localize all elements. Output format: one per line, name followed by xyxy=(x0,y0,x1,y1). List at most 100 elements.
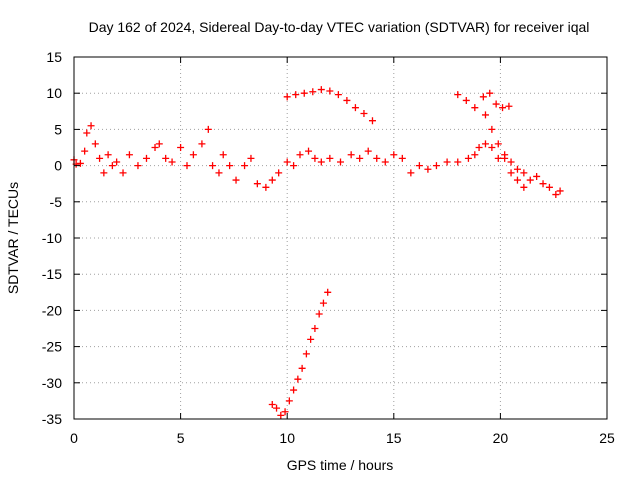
y-tick-label: -5 xyxy=(50,194,63,210)
y-tick-label: 15 xyxy=(46,49,62,65)
x-tick-label: 25 xyxy=(599,430,615,446)
grid xyxy=(74,57,607,419)
data-point xyxy=(520,183,528,191)
y-tick-label: -10 xyxy=(42,230,62,246)
data-point xyxy=(539,180,547,188)
data-point xyxy=(533,172,541,180)
data-point xyxy=(262,183,270,191)
data-point xyxy=(100,169,108,177)
data-point xyxy=(305,147,313,155)
data-point xyxy=(507,169,515,177)
y-axis-label: SDTVAR / TECUs xyxy=(5,182,21,294)
data-point xyxy=(526,176,534,184)
data-point xyxy=(219,151,227,159)
series-1 xyxy=(283,86,376,125)
data-point xyxy=(142,154,150,162)
data-point xyxy=(432,162,440,170)
data-point xyxy=(488,144,496,151)
data-marks xyxy=(70,86,564,419)
data-point xyxy=(319,299,327,307)
data-point xyxy=(281,408,289,416)
y-tick-label: -35 xyxy=(42,411,62,427)
data-point xyxy=(464,154,472,162)
data-point xyxy=(415,162,423,170)
data-point xyxy=(232,176,240,184)
data-point xyxy=(247,154,255,162)
data-point xyxy=(292,91,300,99)
series-2 xyxy=(454,89,513,112)
y-tick-label: -25 xyxy=(42,339,62,355)
data-point xyxy=(296,151,304,159)
data-point xyxy=(87,122,95,130)
data-point xyxy=(356,154,364,162)
x-tick-label: 0 xyxy=(70,430,78,446)
data-point xyxy=(454,91,462,99)
data-point xyxy=(462,96,470,104)
x-tick-label: 5 xyxy=(177,430,185,446)
data-point xyxy=(381,158,389,166)
data-point xyxy=(513,165,521,173)
data-point xyxy=(283,93,291,101)
data-point xyxy=(300,89,308,97)
data-point xyxy=(290,162,298,170)
data-point xyxy=(488,125,496,133)
data-point xyxy=(317,86,325,94)
data-point xyxy=(315,310,323,318)
series-4 xyxy=(268,288,332,419)
axis-ticks: 0 5 10 15 20 25 -35 -30 -25 -20 -15 -10 -5 0 5 10 15 xyxy=(42,49,615,446)
data-point xyxy=(311,325,319,332)
data-point xyxy=(76,159,84,167)
data-point xyxy=(368,117,376,125)
data-point xyxy=(324,288,332,296)
data-point xyxy=(113,158,121,166)
data-point xyxy=(298,364,306,372)
data-point xyxy=(494,154,502,162)
data-point xyxy=(398,154,406,162)
x-tick-label: 20 xyxy=(493,430,509,446)
data-point xyxy=(471,104,479,112)
data-point xyxy=(268,176,276,184)
data-point xyxy=(311,154,319,162)
data-point xyxy=(326,87,334,95)
data-point xyxy=(241,162,249,170)
data-point xyxy=(481,111,489,119)
data-point xyxy=(268,401,276,409)
series-0 xyxy=(70,122,564,199)
data-point xyxy=(155,140,163,148)
y-tick-label: 0 xyxy=(54,158,62,174)
data-point xyxy=(326,154,334,162)
data-point xyxy=(481,140,489,148)
data-point xyxy=(424,165,432,173)
data-point xyxy=(285,397,293,405)
y-tick-label: -20 xyxy=(42,302,62,318)
data-point xyxy=(471,151,479,159)
data-point xyxy=(290,386,298,394)
data-point xyxy=(475,144,483,151)
data-point xyxy=(307,335,315,343)
chart-title: Day 162 of 2024, Sidereal Day-to-day VTE… xyxy=(89,19,590,35)
data-point xyxy=(125,151,133,159)
data-point xyxy=(253,180,261,188)
data-point xyxy=(513,176,521,184)
data-point xyxy=(151,144,159,151)
data-point xyxy=(177,144,185,151)
data-point xyxy=(309,88,317,96)
data-point xyxy=(198,140,206,148)
data-point xyxy=(91,140,99,148)
x-tick-label: 15 xyxy=(386,430,402,446)
y-tick-label: 5 xyxy=(54,121,62,137)
plot-frame xyxy=(73,56,608,420)
data-point xyxy=(104,151,112,159)
data-point xyxy=(373,154,381,162)
data-point xyxy=(520,169,528,177)
data-point xyxy=(275,169,283,177)
series-3 xyxy=(481,111,528,191)
data-point xyxy=(209,162,217,170)
data-point xyxy=(283,158,291,166)
x-axis-label: GPS time / hours xyxy=(287,457,394,473)
data-point xyxy=(364,147,372,155)
data-point xyxy=(501,154,509,162)
data-point xyxy=(334,91,342,99)
data-point xyxy=(204,125,212,133)
